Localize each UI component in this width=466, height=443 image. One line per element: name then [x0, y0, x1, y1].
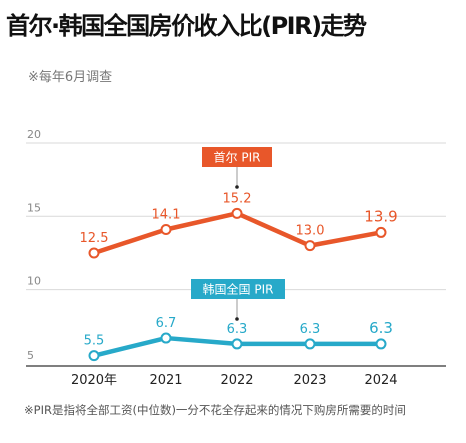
legend-tag	[191, 279, 285, 299]
legend-label: 首尔 PIR	[214, 150, 261, 165]
data-label: 12.5	[80, 231, 109, 246]
chart-subtitle: ※每年6月调查	[28, 70, 113, 85]
data-label: 6.7	[156, 316, 177, 331]
data-label: 6.3	[300, 322, 321, 337]
legend-leader-dot	[235, 317, 239, 321]
data-point	[160, 224, 172, 236]
data-label: 13.9	[364, 207, 397, 225]
x-tick-label: 2021	[149, 373, 182, 388]
data-point	[304, 338, 316, 350]
data-point	[304, 240, 316, 252]
data-point	[375, 338, 387, 350]
data-point	[160, 332, 172, 344]
legend-leader-dot	[235, 185, 239, 189]
data-point	[231, 207, 243, 219]
y-tick-label: 15	[27, 201, 41, 214]
series-line	[91, 211, 384, 256]
data-label: 13.0	[296, 224, 325, 239]
pir-line-chart: 20 15 10 5 2020年 2021 2022 2023 2024 12.5 14.1 15.2…	[26, 128, 446, 388]
chart-title: 首尔·韩国全国房价收入比(PIR)走势	[6, 12, 367, 40]
y-tick-label: 5	[27, 349, 34, 362]
legend-label: 韩国全国 PIR	[203, 282, 274, 297]
x-tick-label: 2024	[364, 373, 397, 388]
y-tick-label: 20	[27, 128, 41, 141]
data-label: 14.1	[152, 208, 181, 223]
data-label: 6.3	[369, 319, 393, 337]
footnote: ※PIR是指将全部工资(中位数)一分不花全存起来的情况下购房所需要的时间	[24, 403, 406, 417]
x-tick-label: 2023	[293, 373, 326, 388]
data-label: 15.2	[223, 191, 252, 206]
data-label: 6.3	[227, 322, 248, 337]
data-point	[231, 338, 243, 350]
y-tick-label: 10	[27, 275, 41, 288]
data-label: 5.5	[84, 334, 105, 349]
legend-tag	[202, 147, 272, 167]
x-tick-label: 2022	[220, 373, 253, 388]
data-point	[375, 226, 387, 238]
x-tick-label: 2020年	[71, 373, 117, 388]
data-point	[88, 350, 100, 362]
data-point	[88, 247, 100, 259]
